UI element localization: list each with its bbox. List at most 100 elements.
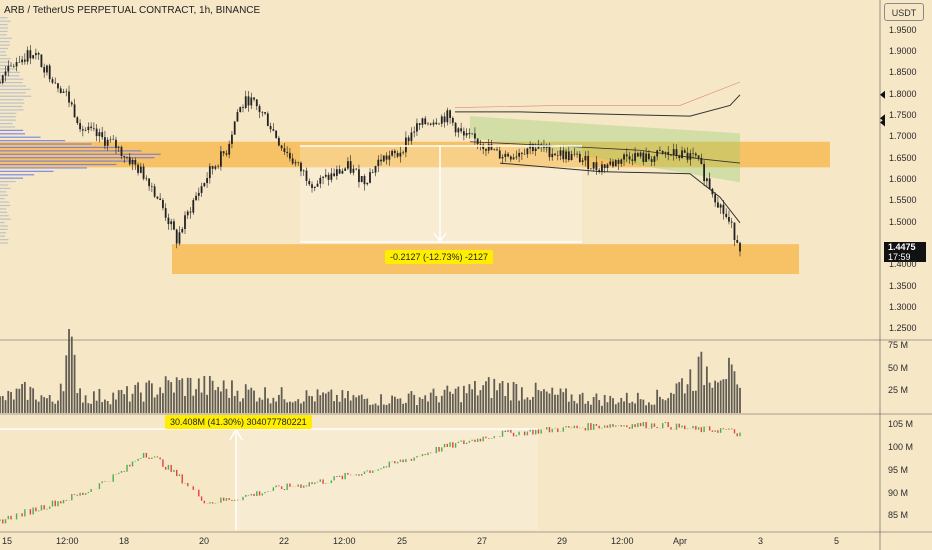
volume-bar	[672, 393, 675, 413]
candle-body	[184, 215, 186, 229]
volume-bar	[462, 385, 465, 413]
candle-body	[269, 125, 272, 130]
volume-bar	[647, 402, 650, 413]
candle-body	[410, 132, 413, 142]
candle-body	[396, 153, 399, 157]
candle-body	[347, 161, 349, 169]
candle-body	[242, 107, 244, 108]
volume-bar	[728, 357, 730, 413]
volume-bar	[95, 400, 98, 413]
candle-body	[134, 159, 137, 165]
volume-bar	[10, 391, 12, 413]
volume-bar	[705, 366, 708, 413]
volume-bar	[23, 381, 26, 413]
bar-countdown: 17:59	[888, 252, 911, 262]
candle-body	[645, 153, 648, 162]
candle-body	[366, 182, 369, 185]
candle-body	[598, 169, 601, 172]
candle-body	[131, 159, 134, 165]
candle-body	[631, 159, 634, 161]
candle-body	[509, 156, 512, 160]
volume-bar	[730, 364, 733, 413]
candle-body	[167, 217, 170, 225]
volume-bar	[4, 400, 7, 413]
volume-bar	[534, 382, 537, 413]
volume-bar	[562, 392, 565, 413]
candle-body	[609, 161, 612, 165]
volume-bar	[139, 392, 142, 413]
candle-body	[697, 155, 700, 158]
volume-bar	[277, 394, 280, 413]
volume-bar	[347, 391, 349, 413]
vwap-outer	[454, 81, 741, 108]
volume-bar	[722, 379, 725, 413]
candle-body	[311, 184, 313, 188]
candle-body	[681, 150, 683, 158]
candle-body	[421, 118, 424, 125]
volume-bar	[540, 391, 543, 413]
volume-bar	[48, 394, 51, 413]
currency-button[interactable]: USDT	[884, 3, 924, 21]
candle-body	[554, 153, 556, 156]
volume-bar	[264, 387, 266, 413]
candle-body	[512, 157, 515, 160]
candle-body	[686, 152, 689, 160]
candle-body	[462, 131, 465, 136]
volume-bar	[650, 404, 653, 413]
candle-body	[418, 123, 421, 125]
candle-body	[620, 159, 623, 164]
volume-profile-bar	[0, 17, 8, 19]
volume-bar	[84, 395, 87, 413]
candle-body	[728, 216, 730, 222]
candle-body	[551, 153, 554, 158]
candle-body	[59, 88, 62, 93]
volume-bar	[150, 383, 153, 413]
volume-bar	[275, 401, 278, 413]
volume-bar	[435, 395, 438, 413]
volume-profile-bar	[0, 225, 9, 227]
volume-profile-bar	[0, 75, 20, 77]
candle-body	[189, 211, 192, 213]
candle-body	[634, 153, 636, 161]
volume-bar	[507, 382, 509, 413]
volume-bar	[142, 401, 145, 413]
time-tick-label: 5	[834, 536, 840, 546]
volume-profile-bar	[0, 37, 12, 39]
candle-body	[532, 144, 534, 151]
volume-profile-bar	[0, 102, 25, 104]
volume-bar	[485, 381, 487, 413]
candle-body	[29, 50, 32, 59]
candle-body	[37, 53, 40, 55]
indicator-range-measure-label[interactable]: 30.408M (41.30%) 304077780221	[165, 415, 312, 429]
volume-profile-bar	[0, 99, 24, 101]
volume-bar	[543, 389, 545, 413]
candle-body	[275, 130, 278, 138]
volume-bar	[175, 377, 178, 413]
volume-bar	[250, 387, 253, 413]
volume-bar	[454, 388, 457, 413]
volume-tick-label: 75 M	[888, 340, 909, 351]
volume-bar	[349, 400, 352, 413]
volume-bar	[578, 394, 581, 413]
candle-body	[440, 116, 443, 124]
volume-profile-bar	[0, 105, 23, 108]
volume-bar	[87, 403, 90, 413]
candle-body	[429, 123, 432, 125]
candle-body	[719, 204, 722, 208]
volume-bar	[620, 397, 623, 413]
volume-bar	[289, 401, 291, 413]
candle-body	[518, 152, 521, 157]
volume-profile-bar	[0, 198, 5, 200]
candle-body	[104, 137, 106, 146]
candle-body	[567, 151, 570, 161]
candle-body	[416, 123, 418, 132]
candle-body	[51, 79, 54, 83]
price-range-measure-label[interactable]: -0.2127 (-12.73%) -2127	[385, 250, 494, 264]
volume-bar	[659, 396, 661, 413]
volume-bar	[231, 380, 233, 413]
volume-bar	[219, 391, 222, 413]
volume-bar	[7, 390, 10, 413]
volume-bar	[391, 395, 393, 413]
volume-bar	[239, 401, 242, 413]
